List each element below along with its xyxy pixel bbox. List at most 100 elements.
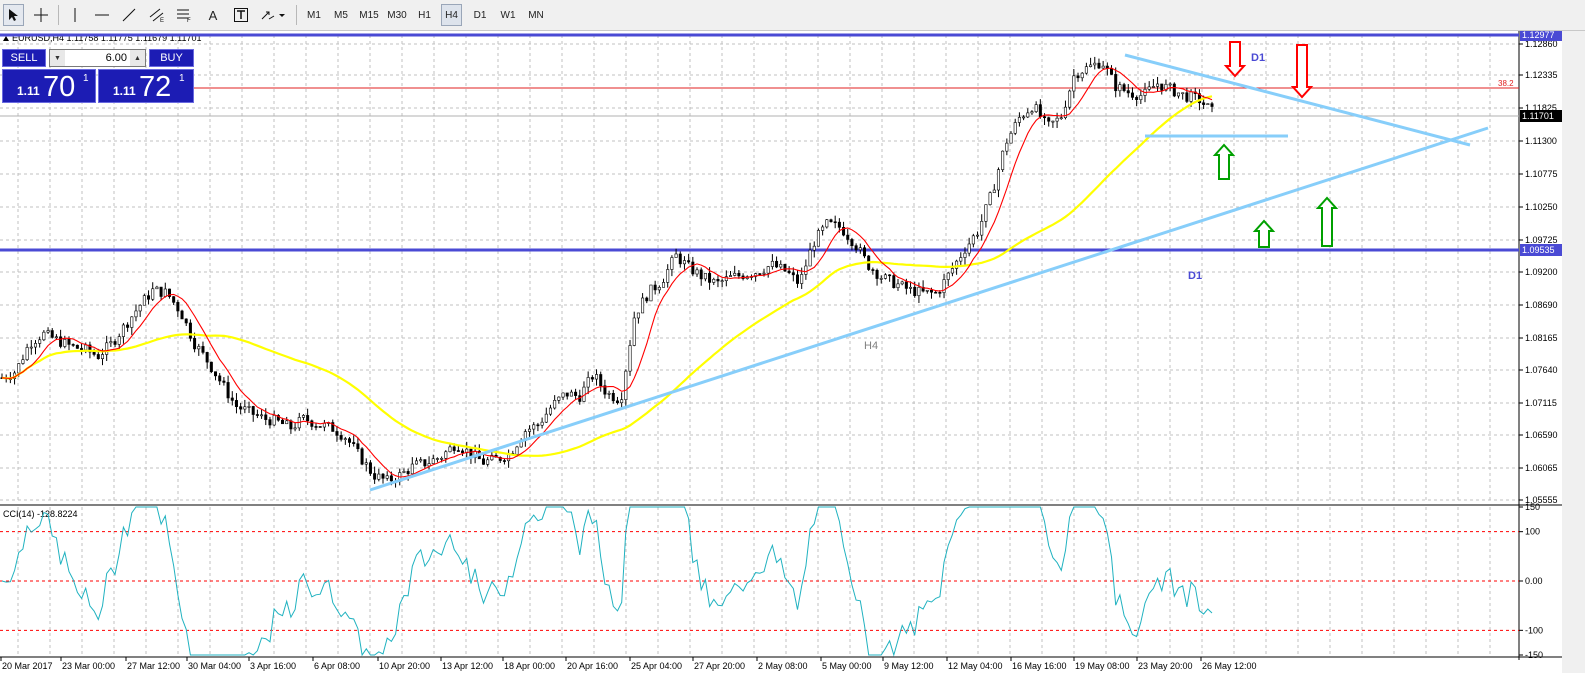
time-tick-label: 26 May 12:00 xyxy=(1202,661,1257,671)
candle xyxy=(787,266,791,275)
candle xyxy=(1089,57,1093,68)
cursor-tool-button[interactable] xyxy=(3,4,24,26)
horizontal-line-tool-button[interactable] xyxy=(91,4,113,26)
candle-body xyxy=(532,424,536,430)
candle-body xyxy=(234,400,238,407)
candle xyxy=(1017,112,1021,127)
fibonacci-icon: F xyxy=(175,7,193,23)
candle-body xyxy=(1210,103,1214,107)
candle-body xyxy=(871,269,875,271)
candle xyxy=(134,304,138,322)
candle-body xyxy=(364,462,368,465)
candle xyxy=(276,414,280,422)
timeframe-mn-button[interactable]: MN xyxy=(528,9,544,21)
sell-button[interactable]: SELL xyxy=(2,49,46,67)
candle xyxy=(615,396,619,405)
timeframe-h4-button[interactable]: H4 xyxy=(441,4,462,26)
candle-body xyxy=(528,428,532,432)
equidistant-channel-tool-button[interactable]: E xyxy=(146,4,168,26)
candle-body xyxy=(875,269,879,279)
timeframe-d1-button[interactable]: D1 xyxy=(473,9,487,21)
buy-arrow-up-icon xyxy=(1212,143,1236,180)
lot-dropdown-icon[interactable]: ▼ xyxy=(50,50,65,66)
timeframe-h1-button[interactable]: H1 xyxy=(418,9,431,21)
candle xyxy=(569,389,573,397)
toolbar-separator xyxy=(296,5,297,25)
price-chart[interactable]: EURUSD,H4 1.11758 1.11775 1.11679 1.1170… xyxy=(0,31,1585,673)
candle-body xyxy=(285,420,289,425)
text-label-tool-button[interactable] xyxy=(230,4,252,26)
candle xyxy=(976,231,980,239)
lot-size-field[interactable]: ▼ 6.00 ▲ xyxy=(49,49,146,67)
sell-price-button[interactable]: 1.11 70 1 xyxy=(2,69,96,103)
lot-increase-icon[interactable]: ▲ xyxy=(130,50,145,66)
candle-body xyxy=(1147,86,1151,90)
candle xyxy=(607,390,611,399)
time-tick-label: 18 Apr 00:00 xyxy=(504,661,555,671)
candle-body xyxy=(113,341,117,345)
timeframe-m5-button[interactable]: M5 xyxy=(334,9,348,21)
candle-body xyxy=(25,347,29,360)
candle-body xyxy=(176,302,180,312)
fibonacci-tool-button[interactable]: F xyxy=(173,4,195,26)
trendline-icon xyxy=(121,7,137,23)
candle-body xyxy=(461,450,465,454)
timeframe-m1-button[interactable]: M1 xyxy=(307,9,321,21)
level-price-tag xyxy=(1520,31,1562,41)
time-tick-label: 2 May 08:00 xyxy=(758,661,808,671)
candle xyxy=(1034,101,1038,114)
candle-body xyxy=(339,435,343,440)
cci-line xyxy=(1,506,1213,657)
candle xyxy=(967,237,971,257)
candle-body xyxy=(1097,62,1101,69)
candle-body xyxy=(833,221,837,224)
candle xyxy=(502,458,506,465)
candle-body xyxy=(352,442,356,445)
timeframe-m30-button[interactable]: M30 xyxy=(387,9,407,21)
candle xyxy=(414,457,418,465)
candle-body xyxy=(595,374,599,380)
timeframe-w1-button[interactable]: W1 xyxy=(500,9,516,21)
buy-price-button[interactable]: 1.11 72 1 xyxy=(98,69,194,103)
candle xyxy=(33,340,37,355)
candle xyxy=(883,273,887,280)
cci-indicator-pane: CCI(14) -128.8224 150 100 0.00 -100 -150 xyxy=(0,502,1543,660)
price-tick-label: 1.07115 xyxy=(1525,398,1557,408)
candle xyxy=(825,219,829,229)
candle-body xyxy=(758,273,762,275)
buy-button[interactable]: BUY xyxy=(149,49,194,67)
candle-body xyxy=(167,288,171,297)
candle-body xyxy=(733,273,737,276)
right-scrollbar-area xyxy=(1562,31,1585,673)
arrows-dropdown-button[interactable] xyxy=(258,4,288,26)
trendline-tool-button[interactable] xyxy=(118,4,140,26)
candle-body xyxy=(553,400,557,409)
candle-body xyxy=(653,284,657,291)
candle-body xyxy=(917,286,921,297)
candle-body xyxy=(67,339,71,345)
fibonacci-level-label: 38.2 xyxy=(1498,79,1514,88)
candle-body xyxy=(796,274,800,284)
candle xyxy=(909,281,913,294)
price-tick-label: 1.09725 xyxy=(1525,235,1558,245)
candle-body xyxy=(934,291,938,294)
candle xyxy=(595,369,599,386)
candle xyxy=(733,265,737,277)
candle-body xyxy=(695,269,699,275)
candle-body xyxy=(971,235,975,245)
candle-body xyxy=(193,338,197,350)
candle xyxy=(565,392,569,400)
candle xyxy=(356,437,360,452)
vertical-line-tool-button[interactable] xyxy=(64,4,86,26)
candle xyxy=(816,228,820,247)
timeframe-m15-button[interactable]: M15 xyxy=(359,9,379,21)
text-tool-icon: A xyxy=(208,7,218,23)
candle-body xyxy=(691,261,695,275)
candle xyxy=(234,393,238,414)
candle-body xyxy=(1068,90,1072,108)
candle-body xyxy=(356,443,360,450)
text-tool-button[interactable]: A xyxy=(202,4,224,26)
candle-body xyxy=(641,297,645,314)
crosshair-tool-button[interactable] xyxy=(30,4,52,26)
candle-body xyxy=(255,414,259,416)
